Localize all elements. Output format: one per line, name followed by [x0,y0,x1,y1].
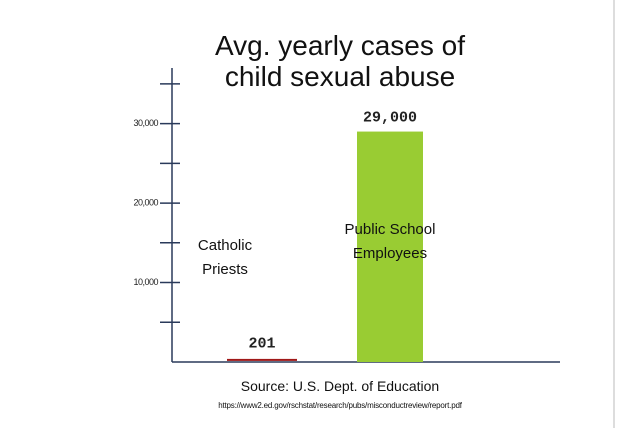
value-label: 201 [248,335,275,352]
bar [357,131,423,362]
y-tick-label: 10,000 [133,277,158,287]
chart-title: Avg. yearly cases of child sexual abuse [214,30,466,92]
y-tick-label: 30,000 [133,118,158,128]
y-tick-label: 20,000 [133,197,158,207]
source-url: https://www2.ed.gov/rschstat/research/pu… [218,401,462,410]
value-label: 29,000 [363,110,417,127]
source: Source: U.S. Dept. of Education [240,378,440,394]
category-label: Catholic Priests [197,237,253,278]
category-label: Public School Employees [344,221,436,262]
bar [227,358,297,361]
